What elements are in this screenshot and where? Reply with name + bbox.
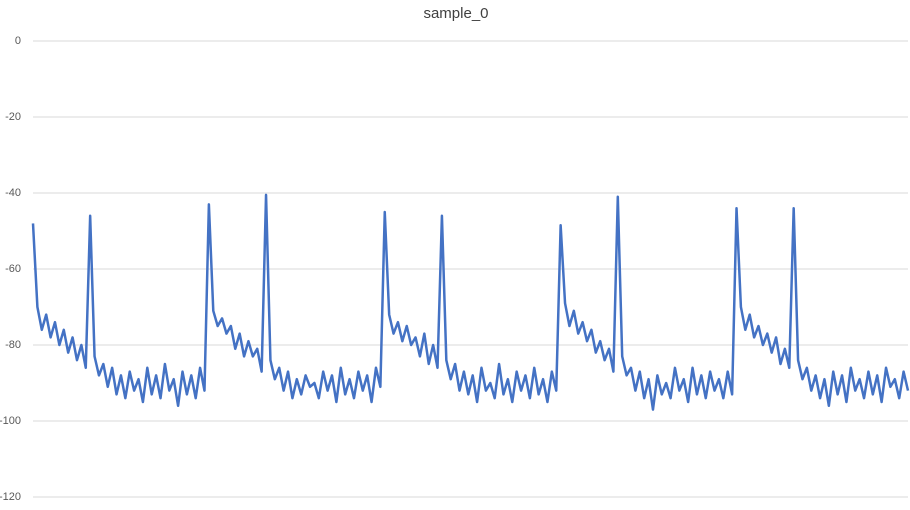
chart-title: sample_0 (423, 5, 488, 22)
y-tick-label: -120 (0, 491, 21, 503)
y-tick-label: -60 (5, 263, 21, 275)
y-tick-label: -20 (5, 111, 21, 123)
y-tick-label: -40 (5, 187, 21, 199)
y-tick-label: 0 (15, 35, 21, 47)
y-tick-label: -100 (0, 415, 21, 427)
y-tick-label: -80 (5, 339, 21, 351)
data-line (31, 193, 910, 411)
